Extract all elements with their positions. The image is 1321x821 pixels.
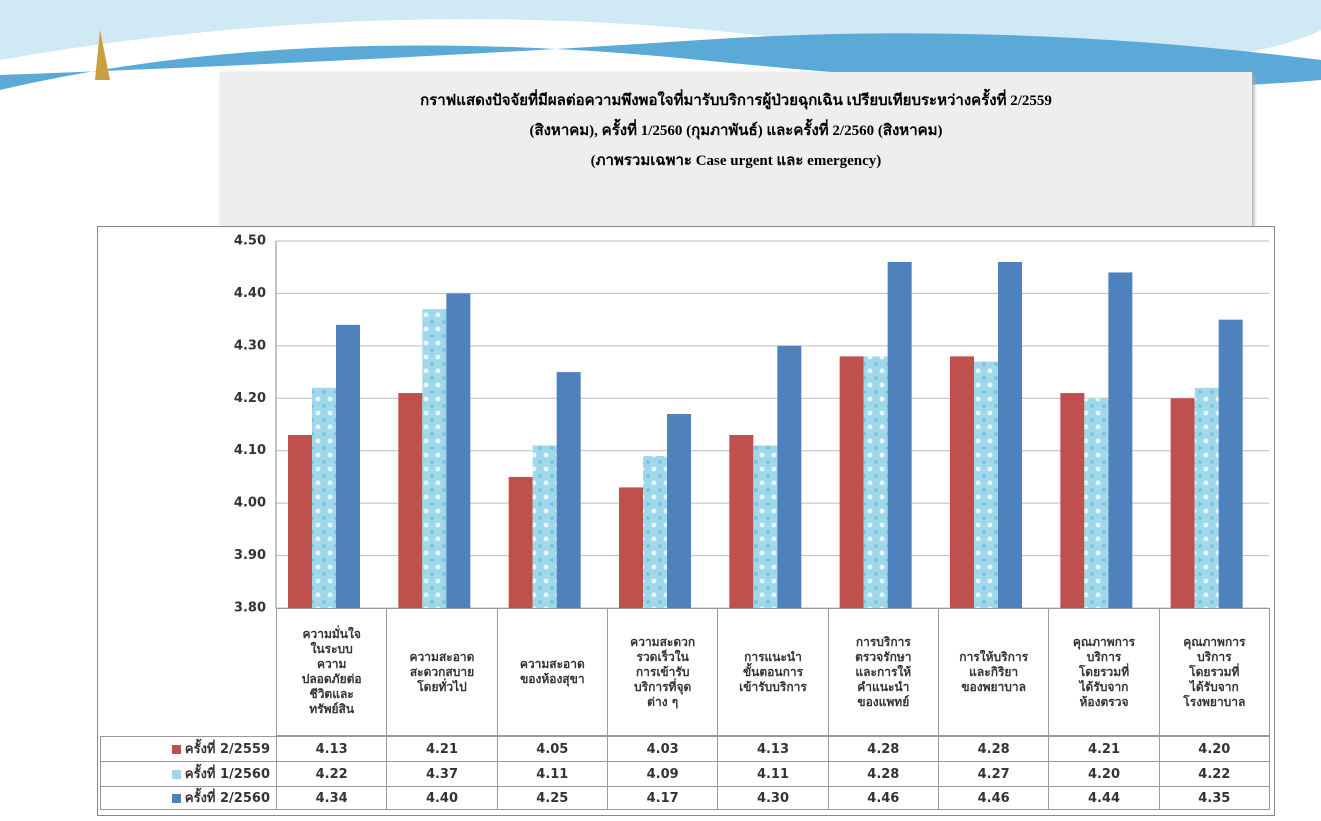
bar [839,356,864,608]
value-label: 4.37 [386,761,498,787]
value-label: 4.21 [386,736,498,762]
bar [667,414,691,608]
chart: 3.80 3.90 4.00 4.10 4.20 4.30 4.40 4.50 [234,234,1269,616]
category-label: ความมั่นใจ ในระบบ ความ ปลอดภัยต่อ ชีวิตแ… [276,608,388,736]
legend-swatch [171,793,181,803]
bar [508,476,533,608]
bar [950,356,974,608]
value-label: 4.46 [938,786,1050,810]
y-tick-label: 4.50 [234,234,266,249]
value-label: 4.09 [607,761,719,787]
legend-entry: ครั้งที่ 2/2559 [100,736,277,762]
bar [1194,387,1219,608]
value-label: 4.22 [276,761,388,787]
legend-label: ครั้งที่ 1/2560 [184,766,270,782]
value-label: 4.22 [1158,761,1270,787]
category-label: การแนะนำ ขั้นตอนการ เข้ารับบริการ [717,608,829,736]
bar [556,372,581,608]
value-label: 4.13 [717,736,829,762]
ornament [95,30,110,80]
bar [729,434,754,608]
bar [1170,398,1195,608]
bar [643,455,667,608]
bar [863,356,888,608]
title-line: กราฟแสดงปัจจัยที่มีผลต่อความพึงพอใจที่มา… [420,93,1052,109]
value-label: 4.46 [827,786,939,810]
bar [398,393,423,608]
category-label: ความสะอาด สะดวกสบาย โดยทั่วไป [386,608,498,736]
value-label: 4.11 [717,761,829,787]
bar [998,261,1022,608]
value-label: 4.40 [386,786,498,810]
value-label: 4.34 [276,786,388,810]
bar [619,487,643,608]
y-tick-label: 4.30 [234,338,266,353]
y-tick-label: 4.10 [234,443,266,458]
chart-frame: 3.80 3.90 4.00 4.10 4.20 4.30 4.40 4.50 ความมั่… [97,226,1275,816]
legend-swatch [171,769,181,779]
y-tick-label: 3.90 [234,548,266,563]
category-label: การให้บริการ และกิริยา ของพยาบาล [938,608,1050,736]
legend-label: ครั้งที่ 2/2559 [184,741,270,757]
category-label: คุณภาพการ บริการ โดยรวมที่ ได้รับจาก โรง… [1158,608,1270,736]
title-line: (สิงหาคม), ครั้งที่ 1/2560 (กุมภาพันธ์) … [529,123,943,139]
legend-entry: ครั้งที่ 2/2560 [100,786,277,810]
bar [532,445,557,608]
value-label: 4.35 [1158,786,1270,810]
bar [288,434,312,608]
value-label: 4.25 [496,786,608,810]
legend-label: ครั้งที่ 2/2560 [184,790,270,806]
bar [1084,398,1109,608]
value-label: 4.44 [1048,786,1160,810]
bar [777,345,802,608]
bar [312,387,336,608]
bar [1108,272,1133,608]
y-tick-label: 3.80 [234,601,266,616]
legend-swatch [171,744,181,754]
value-label: 4.27 [938,761,1050,787]
y-tick-label: 4.00 [234,496,266,511]
value-label: 4.28 [827,761,939,787]
value-label: 4.13 [276,736,388,762]
legend-entry: ครั้งที่ 1/2560 [100,761,277,787]
y-tick-label: 4.20 [234,391,266,406]
bar [1218,319,1243,608]
title-line: (ภาพรวมเฉพาะ Case urgent และ emergency) [590,153,882,169]
bar [336,324,360,608]
category-label: การบริการ ตรวจรักษา และการให้ คำแนะนำ ขอ… [827,608,939,736]
bar [887,261,912,608]
value-label: 4.20 [1158,736,1270,762]
value-label: 4.28 [938,736,1050,762]
bar [446,293,471,608]
bar [1060,393,1085,608]
value-label: 4.03 [607,736,719,762]
value-label: 4.17 [607,786,719,810]
bar [422,309,447,608]
value-label: 4.05 [496,736,608,762]
category-label: ความสะดวก รวดเร็วใน การเข้ารับ บริการที่… [607,608,719,736]
category-label: คุณภาพการ บริการ โดยรวมที่ ได้รับจาก ห้อ… [1048,608,1160,736]
value-label: 4.20 [1048,761,1160,787]
value-label: 4.11 [496,761,608,787]
bar [974,361,998,608]
value-label: 4.30 [717,786,829,810]
value-label: 4.21 [1048,736,1160,762]
value-label: 4.28 [827,736,939,762]
category-label: ความสะอาด ของห้องสุขา [496,608,608,736]
bar [753,445,778,608]
chart-title: กราฟแสดงปัจจัยที่มีผลต่อความพึงพอใจที่มา… [220,72,1252,226]
y-tick-label: 4.40 [234,286,266,301]
